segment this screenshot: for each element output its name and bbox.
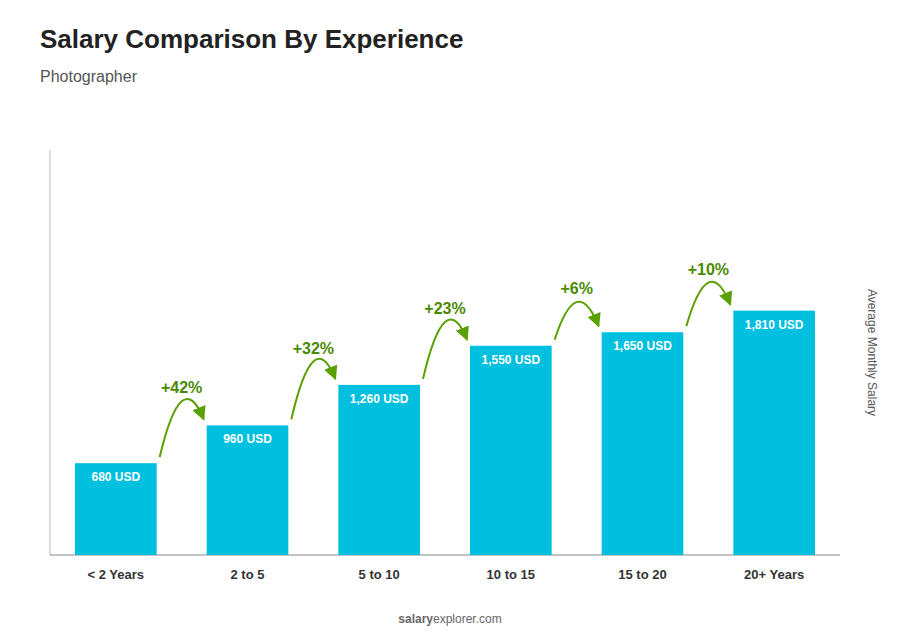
growth-arrow	[291, 359, 335, 420]
subtitle: Photographer	[40, 68, 138, 85]
x-tick-label: 10 to 15	[487, 567, 535, 582]
bars	[75, 311, 815, 555]
y-axis-label: Average Monthly Salary	[865, 289, 879, 416]
x-tick-label: 15 to 20	[618, 567, 666, 582]
watermark: salaryexplorer.com	[398, 612, 501, 626]
growth-arrow	[686, 282, 730, 327]
data-label: 1,810 USD	[745, 318, 804, 332]
growth-arrow	[555, 302, 599, 340]
x-tick-label: 20+ Years	[744, 567, 804, 582]
bar	[602, 332, 684, 555]
bar	[338, 385, 420, 555]
watermark-part: salary	[398, 612, 433, 626]
data-label: 960 USD	[223, 432, 272, 446]
bar	[75, 463, 157, 555]
watermark-part: explorer.com	[433, 612, 502, 626]
data-label: 1,260 USD	[350, 392, 409, 406]
x-tick-label: < 2 Years	[88, 567, 145, 582]
growth-label: +10%	[688, 261, 729, 278]
bar	[733, 311, 815, 555]
growth-label: +6%	[560, 280, 592, 297]
growth-label: +32%	[293, 340, 334, 357]
chart-svg: Salary Comparison By Experience Photograp…	[0, 0, 900, 641]
bar	[207, 425, 289, 555]
data-label: 1,550 USD	[481, 353, 540, 367]
data-label: 1,650 USD	[613, 339, 672, 353]
bar	[470, 346, 552, 555]
growth-label: +42%	[161, 379, 202, 396]
x-axis-line	[50, 555, 840, 556]
growth-label: +23%	[424, 300, 465, 317]
title: Salary Comparison By Experience	[40, 24, 463, 54]
chart-container: Salary Comparison By Experience Photograp…	[0, 0, 900, 641]
y-axis-line	[50, 150, 51, 555]
growth-arrow	[423, 319, 467, 378]
x-tick-label: 2 to 5	[231, 567, 265, 582]
x-tick-label: 5 to 10	[359, 567, 400, 582]
growth-arrow	[160, 399, 204, 457]
data-label: 680 USD	[91, 470, 140, 484]
